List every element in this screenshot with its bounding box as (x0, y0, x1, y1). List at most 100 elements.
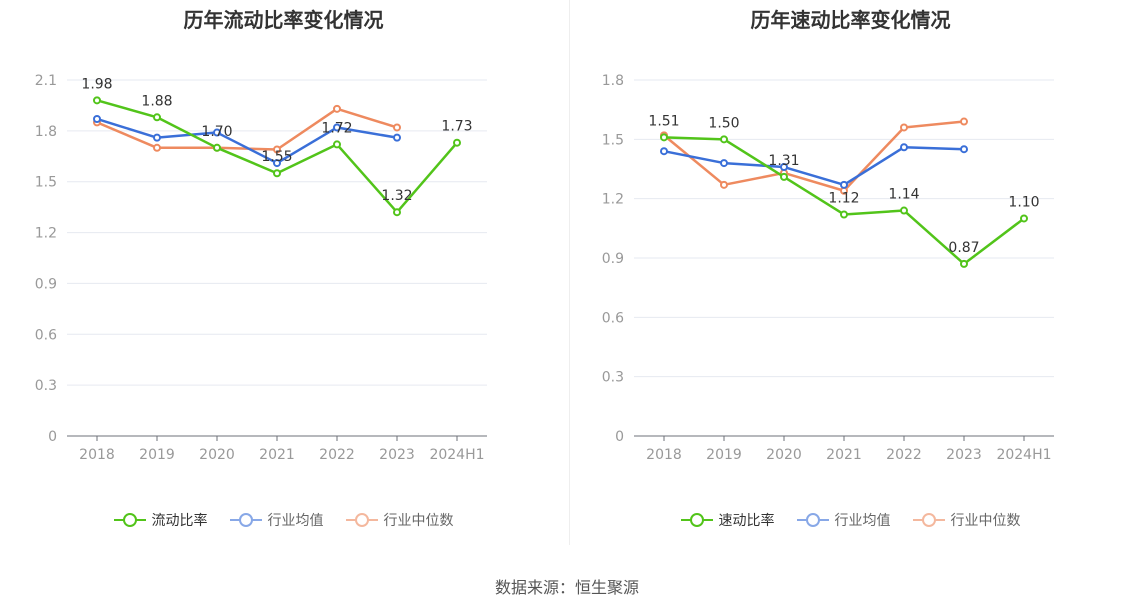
data-label: 1.12 (828, 190, 859, 206)
data-point (333, 140, 341, 149)
data-point (393, 208, 401, 217)
data-label: 1.32 (381, 188, 412, 204)
data-point (273, 145, 281, 154)
series-line (663, 145, 965, 187)
data-label: 1.98 (81, 76, 112, 92)
data-point (213, 128, 221, 137)
data-label: 1.51 (648, 113, 679, 129)
data-point (333, 104, 341, 113)
current-ratio-panel: 历年流动比率变化情况 0 0.3 0.6 0.9 1.2 1.5 1.8 2.1 2018 201… (0, 0, 567, 560)
y-tick-label: 1.5 (35, 175, 57, 191)
data-point (1020, 214, 1028, 223)
x-tick-label: 2018 (79, 447, 115, 463)
data-point (393, 133, 401, 142)
legend-label: 行业均值 (267, 513, 324, 529)
quick-ratio-panel: 历年速动比率变化情况 0 0.3 0.6 0.9 1.2 1.5 1.8 2018 2019 20… (567, 0, 1134, 560)
data-label: 1.73 (441, 119, 472, 135)
y-tick-label: 0.6 (602, 310, 624, 326)
y-tick-label: 0.9 (35, 276, 57, 292)
legend-marker (113, 513, 146, 527)
data-point (720, 180, 728, 189)
y-tick-label: 0.9 (602, 251, 624, 267)
x-tick-label: 2019 (706, 447, 742, 463)
data-point (273, 169, 281, 178)
y-tick-label: 0.3 (35, 378, 57, 394)
data-label: 1.88 (141, 93, 172, 109)
x-tick-label: 2020 (199, 447, 235, 463)
legend-marker (345, 513, 378, 527)
legend-item[interactable]: 行业均值 (229, 510, 324, 530)
data-label: 1.70 (201, 124, 232, 140)
data-point (720, 135, 728, 144)
legend-item[interactable]: 速动比率 (680, 510, 775, 530)
x-tick-label: 2021 (826, 447, 862, 463)
data-point (453, 138, 461, 147)
x-tick-label: 2024H1 (996, 447, 1051, 463)
data-point (960, 145, 968, 154)
x-tick-label: 2019 (139, 447, 175, 463)
data-label: 1.72 (321, 120, 352, 136)
data-label: 1.10 (1008, 194, 1039, 210)
data-point (780, 163, 788, 172)
data-label: 0.87 (948, 240, 979, 256)
legend-label: 行业中位数 (950, 513, 1021, 529)
data-point (900, 143, 908, 152)
series-line (96, 117, 398, 165)
data-point (780, 172, 788, 181)
current-ratio-chart: 0 0.3 0.6 0.9 1.2 1.5 1.8 2.1 2018 2019 2020 2021 20… (35, 73, 487, 463)
chart-title: 历年流动比率变化情况 (183, 8, 384, 32)
y-tick-label: 1.2 (602, 192, 624, 208)
data-source: 数据来源：恒生聚源 (494, 578, 639, 597)
data-point (93, 96, 101, 105)
data-point (900, 206, 908, 215)
data-point (840, 210, 848, 219)
legend-marker (912, 513, 945, 527)
legend-item[interactable]: 行业中位数 (345, 510, 454, 530)
y-tick-label: 1.2 (35, 226, 57, 242)
data-point (960, 117, 968, 126)
x-tick-label: 2023 (946, 447, 982, 463)
legend-label: 流动比率 (151, 513, 208, 529)
y-tick-label: 1.8 (35, 124, 57, 140)
data-point (153, 113, 161, 122)
y-tick-label: 0.3 (602, 370, 624, 386)
legend-marker (229, 513, 262, 527)
y-tick-label: 0 (48, 429, 57, 445)
x-tick-label: 2020 (766, 447, 802, 463)
legend-label: 行业中位数 (383, 513, 454, 529)
x-tick-label: 2024H1 (429, 447, 484, 463)
data-point (213, 143, 221, 152)
data-label: 1.14 (888, 187, 919, 203)
legend-label: 速动比率 (718, 513, 775, 529)
y-tick-label: 1.8 (602, 73, 624, 89)
data-point (333, 123, 341, 132)
data-point (660, 147, 668, 156)
y-tick-label: 0.6 (35, 327, 57, 343)
legend-label: 行业均值 (834, 513, 891, 529)
chart-legend: 流动比率 行业均值 行业中位数 (0, 510, 567, 530)
legend-item[interactable]: 行业中位数 (912, 510, 1021, 530)
data-point (900, 123, 908, 132)
data-label: 1.55 (261, 149, 292, 165)
data-point (153, 133, 161, 142)
data-point (153, 143, 161, 152)
x-tick-label: 2023 (379, 447, 415, 463)
data-point (720, 159, 728, 168)
data-point (93, 114, 101, 123)
legend-item[interactable]: 行业均值 (796, 510, 891, 530)
x-tick-label: 2022 (886, 447, 922, 463)
y-tick-label: 2.1 (35, 73, 57, 89)
y-tick-label: 1.5 (602, 132, 624, 148)
quick-ratio-chart: 0 0.3 0.6 0.9 1.2 1.5 1.8 2018 2019 2020 2021 2022 2… (602, 73, 1054, 463)
legend-item[interactable]: 流动比率 (113, 510, 208, 530)
legend-marker (680, 513, 713, 527)
y-tick-label: 0 (615, 429, 624, 445)
x-tick-label: 2021 (259, 447, 295, 463)
data-point (960, 259, 968, 268)
chart-legend: 速动比率 行业均值 行业中位数 (567, 510, 1134, 530)
panel-divider (569, 0, 570, 545)
data-point (273, 159, 281, 168)
legend-marker (796, 513, 829, 527)
data-point (840, 180, 848, 189)
series-line (663, 120, 965, 193)
